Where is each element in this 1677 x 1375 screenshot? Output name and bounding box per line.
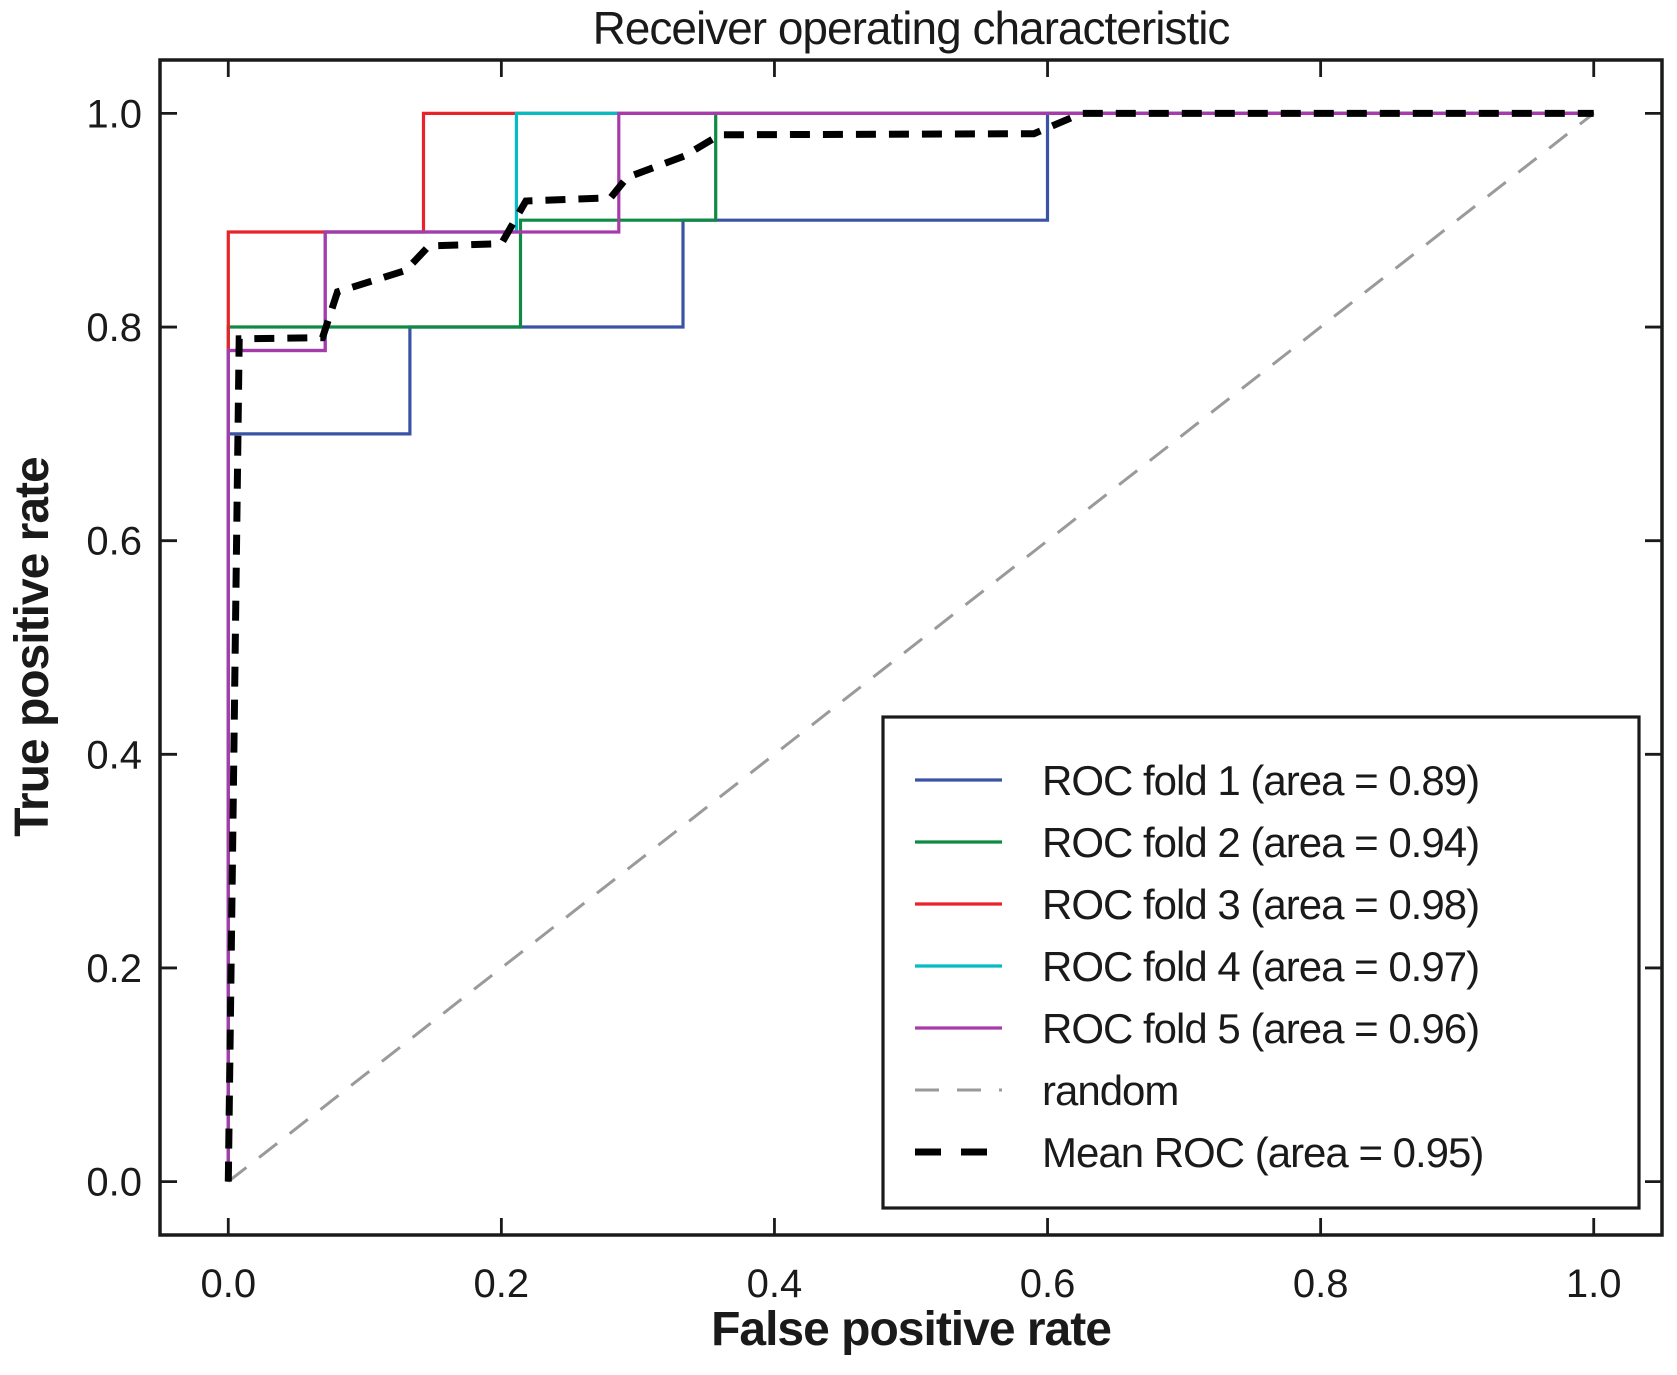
legend-label-random: random [1042,1067,1178,1114]
legend-frame [881,715,1641,1210]
x-tick-label: 1.0 [1566,1262,1622,1306]
chart-title: Receiver operating characteristic [593,2,1230,54]
axis-tick-labels: 0.0 0.2 0.4 0.6 0.8 1.0 0.0 0.2 0.4 0.6 0.8 1.0 [86,92,1621,1306]
y-tick-label: 0.6 [86,520,142,564]
roc-series-lines [224,109,1595,1183]
y-tick-label: 0.8 [86,306,142,350]
legend-label-roc-fold-4: ROC fold 4 (area = 0.97) [1042,943,1479,990]
y-tick-label: 0.0 [86,1161,142,1205]
x-tick-label: 0.6 [1020,1262,1076,1306]
x-tick-label: 0.0 [200,1262,256,1306]
plot-spines [158,58,1664,1237]
x-tick-label: 0.2 [474,1262,530,1306]
x-axis-label: False positive rate [711,1303,1111,1356]
x-tick-label: 0.8 [1293,1262,1349,1306]
legend-label-mean-roc: Mean ROC (area = 0.95) [1042,1129,1483,1176]
y-tick-label: 0.4 [86,733,142,777]
axis-ticks [160,60,1662,1235]
legend-label-roc-fold-5: ROC fold 5 (area = 0.96) [1042,1005,1479,1052]
y-tick-label: 0.2 [86,947,142,991]
y-axis-label: True positive rate [6,457,59,837]
y-tick-label: 1.0 [86,92,142,136]
legend-label-roc-fold-3: ROC fold 3 (area = 0.98) [1042,881,1479,928]
random-curve [227,112,1595,1183]
legend-box: ROC fold 1 (area = 0.89) ROC fold 2 (area… [881,715,1641,1210]
roc-fold-5-curve [226,111,1594,1182]
legend-label-roc-fold-2: ROC fold 2 (area = 0.94) [1042,819,1479,866]
x-tick-label: 0.4 [747,1262,803,1306]
legend-label-roc-fold-1: ROC fold 1 (area = 0.89) [1042,757,1479,804]
plot-border [158,58,1664,1237]
mean-roc-curve [224,109,1594,1182]
roc-fold-1-curve [226,111,1594,1182]
